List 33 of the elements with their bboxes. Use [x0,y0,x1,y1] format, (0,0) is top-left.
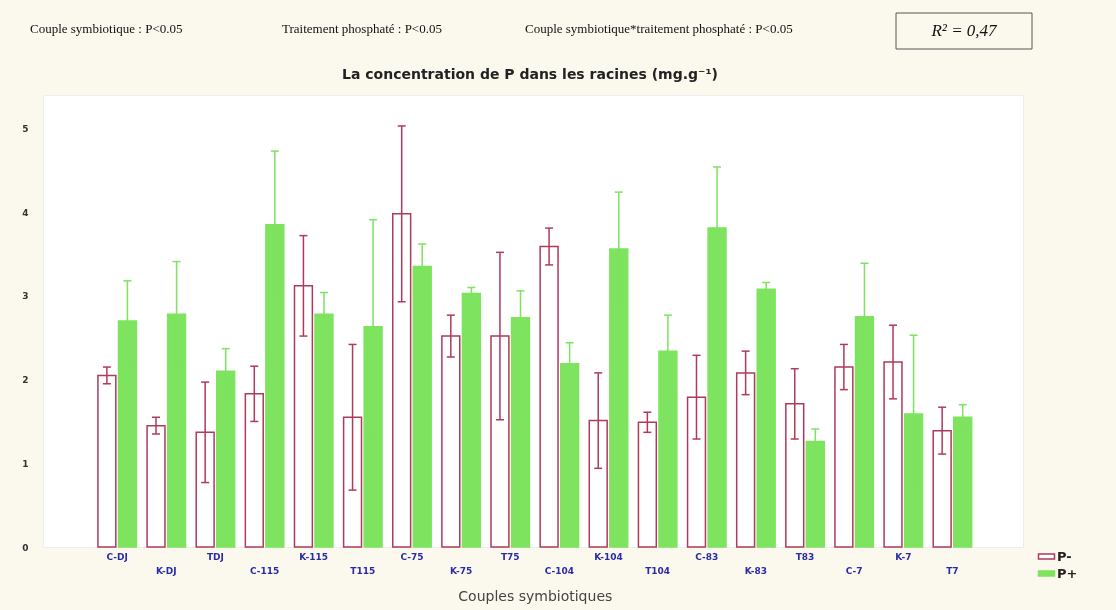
x-tick-label: K-DJ [155,566,177,576]
text: Couple symbiotique*traitement phosphaté : P<0.05 [525,21,793,36]
bar [461,292,482,548]
y-tick-label: 3 [22,291,29,302]
x-tick-label: C-104 [544,566,575,576]
chart-title: La concentration de P dans les racines (mg.g⁻¹) [342,66,718,82]
x-tick-label: C-75 [400,552,424,562]
x-tick-label: K-104 [594,552,623,562]
y-tick-label: 5 [22,123,29,134]
x-tick-label: K-115 [299,552,329,562]
legend-label: P- [1057,548,1072,564]
x-tick-label: C-DJ [106,552,128,562]
x-tick-label: C-7 [845,566,863,576]
legend-label: P+ [1057,565,1078,581]
x-tick-label: TDJ [206,552,224,562]
y-tick-label: 2 [22,375,29,386]
x-tick-label: T83 [795,552,815,562]
x-tick-label: K-83 [744,566,768,576]
x-tick-label: K-75 [449,566,473,576]
x-tick-label: T7 [946,566,959,576]
y-tick-label: 0 [22,542,29,553]
x-axis-title: Couples symbiotiques [458,587,613,604]
text: Couple symbiotique : P<0.05 [30,21,183,36]
x-tick-label: C-83 [695,552,719,562]
x-tick-label: T104 [645,566,671,576]
x-tick-label: T115 [350,566,376,576]
text: Traitement phosphaté : P<0.05 [282,21,442,36]
y-tick-label: 1 [22,458,29,469]
y-tick-label: 4 [22,207,29,218]
x-tick-label: K-7 [895,552,912,562]
x-tick-label: C-115 [249,566,280,576]
text: R² = 0,47 [930,21,999,40]
x-tick-label: T75 [500,552,520,562]
